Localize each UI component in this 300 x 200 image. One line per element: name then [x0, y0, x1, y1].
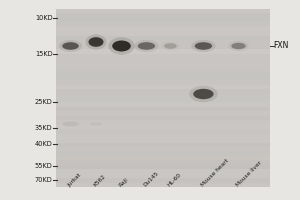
Bar [56, 116, 270, 120]
Bar [56, 9, 270, 187]
Bar [56, 156, 270, 160]
Bar [56, 45, 270, 49]
Ellipse shape [162, 42, 179, 50]
Text: 15KD: 15KD [35, 51, 52, 57]
Ellipse shape [191, 40, 216, 52]
Ellipse shape [134, 40, 159, 52]
Bar [56, 13, 270, 18]
Text: Jurkat: Jurkat [67, 172, 83, 188]
Text: FXN: FXN [273, 42, 288, 50]
Bar [56, 183, 270, 187]
Text: Raji: Raji [118, 177, 129, 188]
Bar [56, 62, 270, 67]
Bar [56, 107, 270, 111]
Bar [56, 102, 270, 107]
Bar [56, 174, 270, 178]
Text: Mouse liver: Mouse liver [235, 160, 262, 188]
Bar [56, 120, 270, 125]
Text: 35KD: 35KD [35, 125, 52, 131]
Bar [56, 53, 270, 58]
Ellipse shape [164, 43, 177, 49]
Bar [56, 89, 270, 94]
Ellipse shape [138, 42, 155, 50]
Bar [56, 22, 270, 27]
Ellipse shape [62, 42, 79, 50]
Bar [56, 142, 270, 147]
Bar [56, 165, 270, 169]
Ellipse shape [195, 42, 212, 50]
Bar [56, 178, 270, 183]
Ellipse shape [62, 121, 79, 127]
Text: K562: K562 [92, 174, 106, 188]
Bar [56, 31, 270, 36]
Bar [56, 40, 270, 45]
Bar [56, 147, 270, 151]
Ellipse shape [59, 40, 82, 52]
Text: 25KD: 25KD [35, 99, 52, 105]
Bar [56, 18, 270, 22]
Bar [56, 9, 270, 13]
Ellipse shape [109, 37, 134, 55]
Bar [56, 27, 270, 31]
Ellipse shape [231, 43, 246, 49]
Bar [56, 80, 270, 85]
Bar [56, 36, 270, 40]
Ellipse shape [90, 122, 102, 126]
Text: Du145: Du145 [143, 171, 160, 188]
Text: 40KD: 40KD [35, 141, 52, 147]
Bar [56, 151, 270, 156]
Bar [56, 134, 270, 138]
Ellipse shape [189, 86, 218, 102]
Bar [56, 111, 270, 116]
Ellipse shape [112, 40, 131, 51]
Ellipse shape [85, 34, 106, 50]
Text: 55KD: 55KD [35, 163, 52, 169]
Ellipse shape [88, 37, 104, 47]
Bar [56, 85, 270, 89]
Bar [56, 76, 270, 80]
Ellipse shape [193, 89, 214, 99]
Text: Mouse heart: Mouse heart [200, 158, 230, 188]
Bar [56, 125, 270, 129]
Bar [56, 98, 270, 102]
Text: HL-60: HL-60 [167, 172, 182, 188]
Text: 70KD: 70KD [35, 177, 52, 183]
Bar [56, 129, 270, 134]
Bar [56, 49, 270, 53]
Bar [56, 169, 270, 174]
Bar [56, 71, 270, 76]
Bar [56, 67, 270, 71]
Bar [56, 138, 270, 142]
Bar [56, 58, 270, 62]
Text: 10KD: 10KD [35, 15, 52, 21]
Bar [56, 94, 270, 98]
Bar [56, 160, 270, 165]
Ellipse shape [228, 41, 249, 51]
